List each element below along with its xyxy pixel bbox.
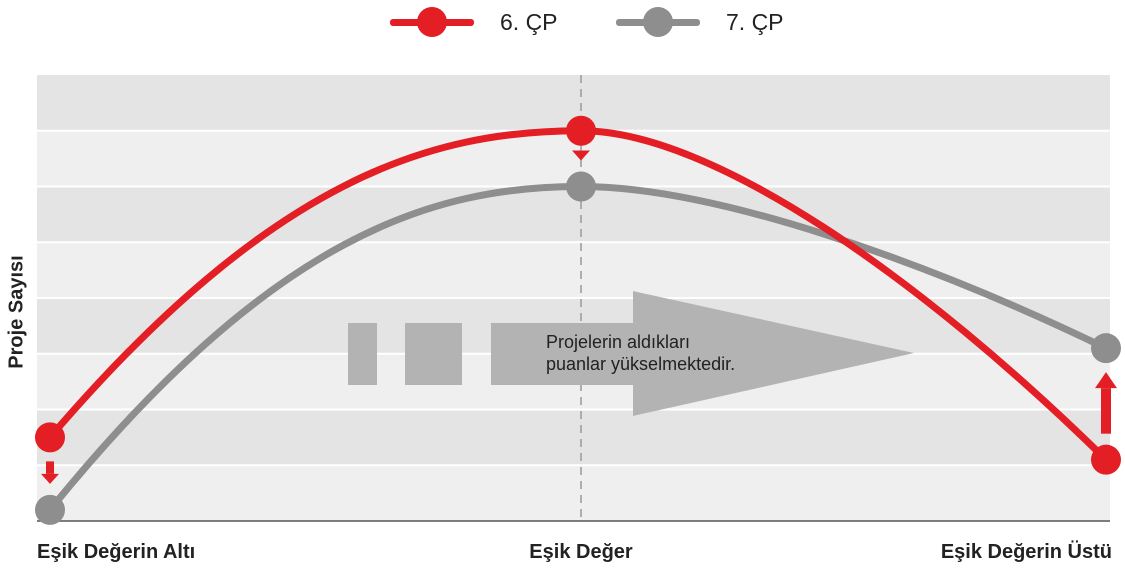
- annotation-line-2: puanlar yükselmektedir.: [546, 353, 735, 375]
- series-2-point: [1091, 333, 1121, 363]
- background-band: [37, 410, 1110, 466]
- y-axis-label: Proje Sayısı: [6, 255, 29, 368]
- series-2-point: [566, 172, 596, 202]
- arrow-block-1: [348, 323, 377, 385]
- legend-swatch-series-1: [390, 6, 474, 38]
- series-1-point: [566, 116, 596, 146]
- legend-swatch-series-2: [616, 6, 700, 38]
- change-arrow-up-shaft: [1101, 388, 1111, 434]
- background-band: [37, 465, 1110, 521]
- arrow-block-2: [405, 323, 462, 385]
- legend-item-series-1: 6. ÇP: [390, 6, 558, 38]
- x-tick-label-threshold: Eşik Değer: [529, 541, 632, 564]
- arrow-annotation: Projelerin aldıkları puanlar yükselmekte…: [546, 331, 735, 375]
- series-1-point: [1091, 445, 1121, 475]
- legend-item-series-2: 7. ÇP: [616, 6, 784, 38]
- legend-label-series-1: 6. ÇP: [500, 9, 558, 36]
- series-1-point: [35, 422, 65, 452]
- series-2-point: [35, 495, 65, 525]
- legend: 6. ÇP 7. ÇP: [0, 0, 1125, 50]
- x-tick-label-below: Eşik Değerin Altı: [37, 541, 195, 564]
- change-arrow-down-shaft: [46, 461, 54, 473]
- annotation-line-1: Projelerin aldıkları: [546, 331, 735, 353]
- legend-label-series-2: 7. ÇP: [726, 9, 784, 36]
- x-tick-label-above: Eşik Değerin Üstü: [941, 541, 1112, 564]
